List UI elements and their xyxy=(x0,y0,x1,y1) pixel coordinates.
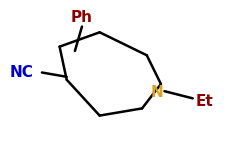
Text: Et: Et xyxy=(196,94,213,109)
Text: Ph: Ph xyxy=(71,10,93,25)
Text: NC: NC xyxy=(10,65,34,80)
Text: N: N xyxy=(151,85,164,100)
